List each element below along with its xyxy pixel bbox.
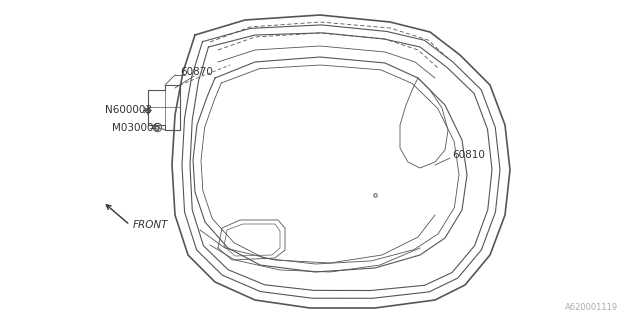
Text: 60810: 60810 [452,150,485,160]
Text: M030006: M030006 [112,123,160,133]
Text: 60870: 60870 [180,67,213,77]
Text: FRONT: FRONT [133,220,168,230]
Text: N600003: N600003 [105,105,152,115]
Text: A620001119: A620001119 [565,303,618,312]
